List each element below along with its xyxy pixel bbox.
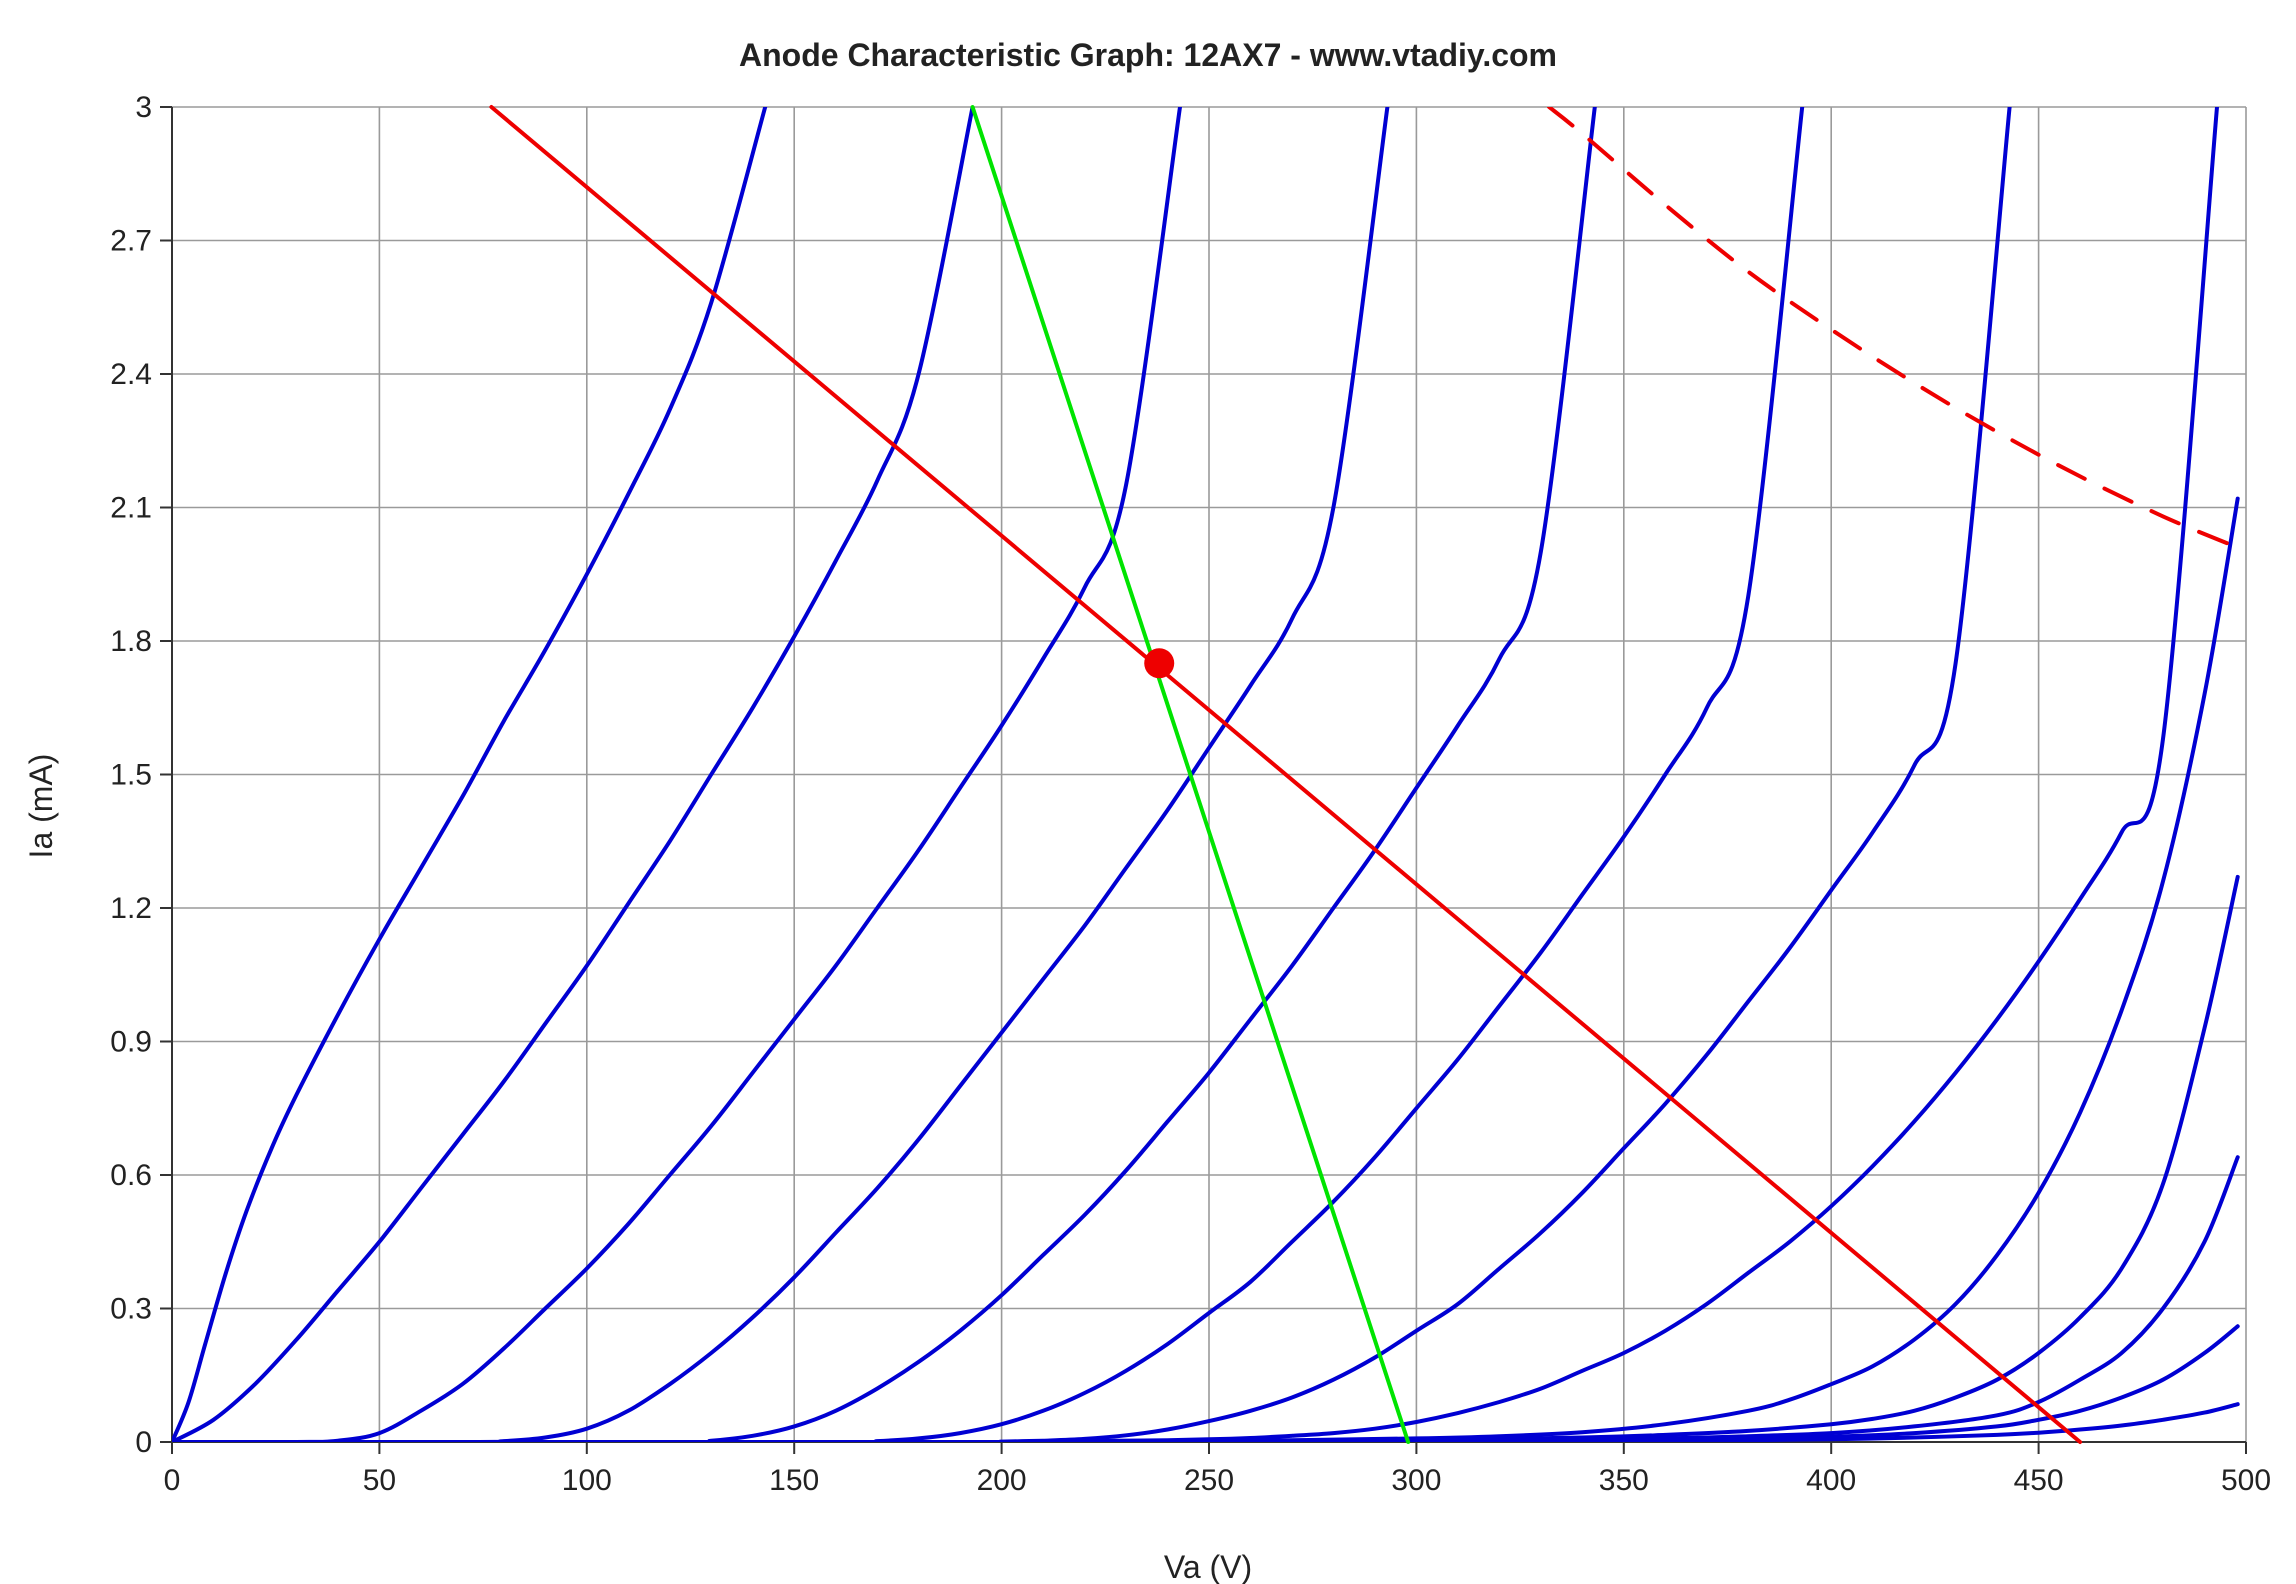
- x-axis-label: Va (V): [1164, 1549, 1252, 1584]
- cathode-bias-line: [970, 105, 1411, 1444]
- x-tick-label: 100: [562, 1464, 612, 1497]
- y-tick-label: 1.5: [110, 759, 152, 792]
- y-tick-label: 0.9: [110, 1026, 152, 1059]
- anode-curve-5: [172, 107, 1597, 1442]
- y-tick-label: 0.6: [110, 1159, 152, 1192]
- anode-curves: [172, 107, 2240, 1442]
- y-tick-label: 2.1: [110, 492, 152, 525]
- y-tick-label: 0.3: [110, 1293, 152, 1326]
- anode-curve-1: [172, 107, 768, 1442]
- x-tick-label: 300: [1391, 1464, 1441, 1497]
- x-tick-label: 250: [1184, 1464, 1234, 1497]
- anode-curve-2: [172, 107, 975, 1442]
- y-tick-label: 1.2: [110, 892, 152, 925]
- x-tick-label: 50: [363, 1464, 396, 1497]
- y-tick-label: 2.7: [110, 225, 152, 258]
- y-tick-label: 3: [135, 91, 152, 124]
- operating-point: [1144, 648, 1175, 679]
- anode-curve-3: [172, 107, 1182, 1442]
- chart-title: Anode Characteristic Graph: 12AX7 - www.…: [739, 37, 1557, 73]
- load-line: [489, 105, 2083, 1444]
- anode-curve-11: [172, 1155, 2240, 1442]
- y-tick-label: 0: [135, 1426, 152, 1459]
- anode-curve-12: [172, 1324, 2240, 1442]
- x-tick-label: 400: [1806, 1464, 1856, 1497]
- tick-labels: 0 50 100 150 200 250 300 350 400 450 500 0 0.3 0.6 0.9…: [110, 91, 2271, 1497]
- anode-curve-4: [172, 107, 1390, 1442]
- grid: [172, 106, 2247, 1442]
- x-tick-label: 0: [164, 1464, 181, 1497]
- x-tick-label: 500: [2221, 1464, 2271, 1497]
- x-tick-label: 200: [977, 1464, 1027, 1497]
- y-tick-label: 2.4: [110, 358, 152, 391]
- y-axis-label: Ia (mA): [23, 754, 59, 859]
- y-tick-label: 1.8: [110, 625, 152, 658]
- anode-curve-13: [172, 1402, 2240, 1442]
- x-tick-label: 350: [1599, 1464, 1649, 1497]
- x-tick-label: 150: [769, 1464, 819, 1497]
- x-tick-label: 450: [2014, 1464, 2064, 1497]
- max-dissipation-curve: [1547, 107, 2240, 550]
- overlay-lines: [489, 105, 2240, 1444]
